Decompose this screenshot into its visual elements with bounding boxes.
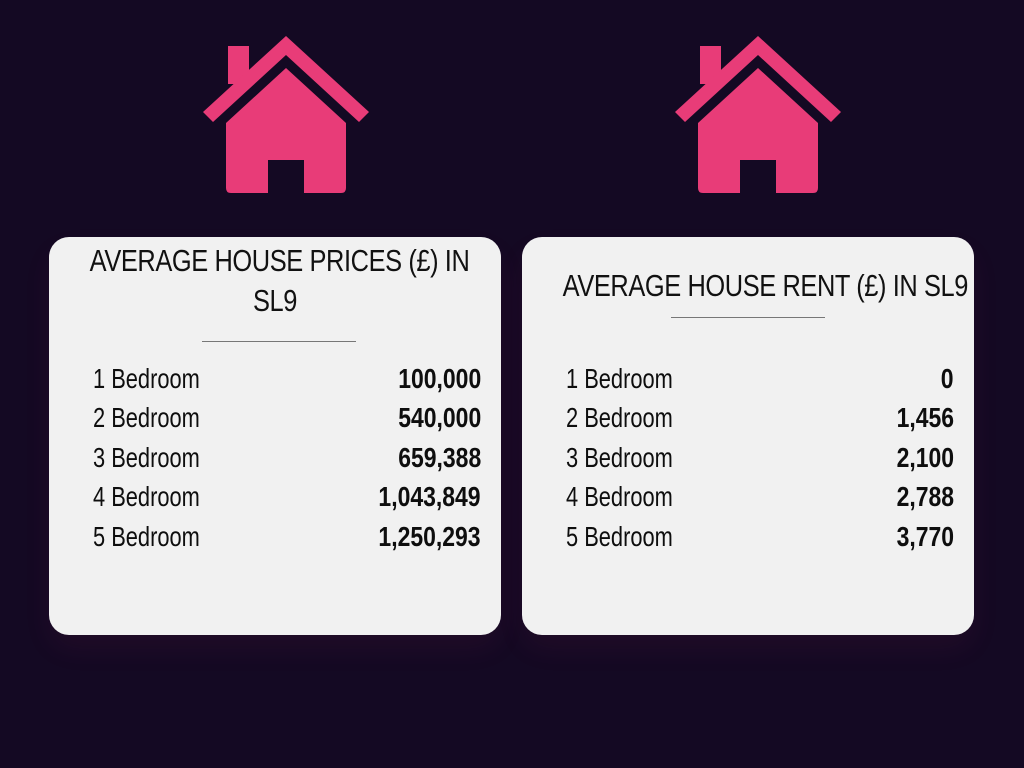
price-row-1-bedroom: 1 Bedroom 100,000 [93,359,481,399]
price-row-4-bedroom: 4 Bedroom 1,043,849 [93,478,481,518]
rent-row-3-bedroom: 3 Bedroom 2,100 [566,438,954,478]
row-label: 3 Bedroom [566,441,673,473]
house-rent-title: AVERAGE HOUSE RENT (£) IN SL9 [562,268,969,303]
row-value: 659,388 [398,441,481,473]
house-prices-title: AVERAGE HOUSE PRICES (£) IN SL9 [89,241,470,321]
house-icon [202,36,370,194]
row-value: 1,043,849 [378,481,481,513]
price-row-3-bedroom: 3 Bedroom 659,388 [93,438,481,478]
rent-row-4-bedroom: 4 Bedroom 2,788 [566,478,954,518]
house-prices-title-line-1: AVERAGE HOUSE PRICES (£) IN [89,243,470,278]
house-rent-card: AVERAGE HOUSE RENT (£) IN SL9 1 Bedroom … [522,237,974,635]
house-icon [674,36,842,194]
title-divider [671,317,825,318]
rent-row-1-bedroom: 1 Bedroom 0 [566,359,954,399]
title-divider [202,341,356,342]
row-value: 100,000 [398,362,481,394]
rent-row-2-bedroom: 2 Bedroom 1,456 [566,399,954,439]
row-label: 1 Bedroom [93,362,200,394]
row-label: 5 Bedroom [93,520,200,552]
price-row-5-bedroom: 5 Bedroom 1,250,293 [93,517,481,557]
row-label: 2 Bedroom [566,402,673,434]
row-label: 4 Bedroom [566,481,673,513]
price-row-2-bedroom: 2 Bedroom 540,000 [93,399,481,439]
row-label: 1 Bedroom [566,362,673,394]
house-prices-list: 1 Bedroom 100,000 2 Bedroom 540,000 3 Be… [93,359,481,557]
house-rent-list: 1 Bedroom 0 2 Bedroom 1,456 3 Bedroom 2,… [566,359,954,557]
row-label: 4 Bedroom [93,481,200,513]
row-label: 5 Bedroom [566,520,673,552]
row-value: 2,788 [896,481,954,513]
row-label: 2 Bedroom [93,402,200,434]
house-prices-title-line-2: SL9 [252,283,297,318]
rent-row-5-bedroom: 5 Bedroom 3,770 [566,517,954,557]
row-value: 1,456 [896,402,954,434]
row-value: 2,100 [896,441,954,473]
row-label: 3 Bedroom [93,441,200,473]
row-value: 0 [941,362,954,394]
row-value: 1,250,293 [378,520,481,552]
row-value: 540,000 [398,402,481,434]
house-prices-card: AVERAGE HOUSE PRICES (£) IN SL9 1 Bedroo… [49,237,501,635]
row-value: 3,770 [896,520,954,552]
